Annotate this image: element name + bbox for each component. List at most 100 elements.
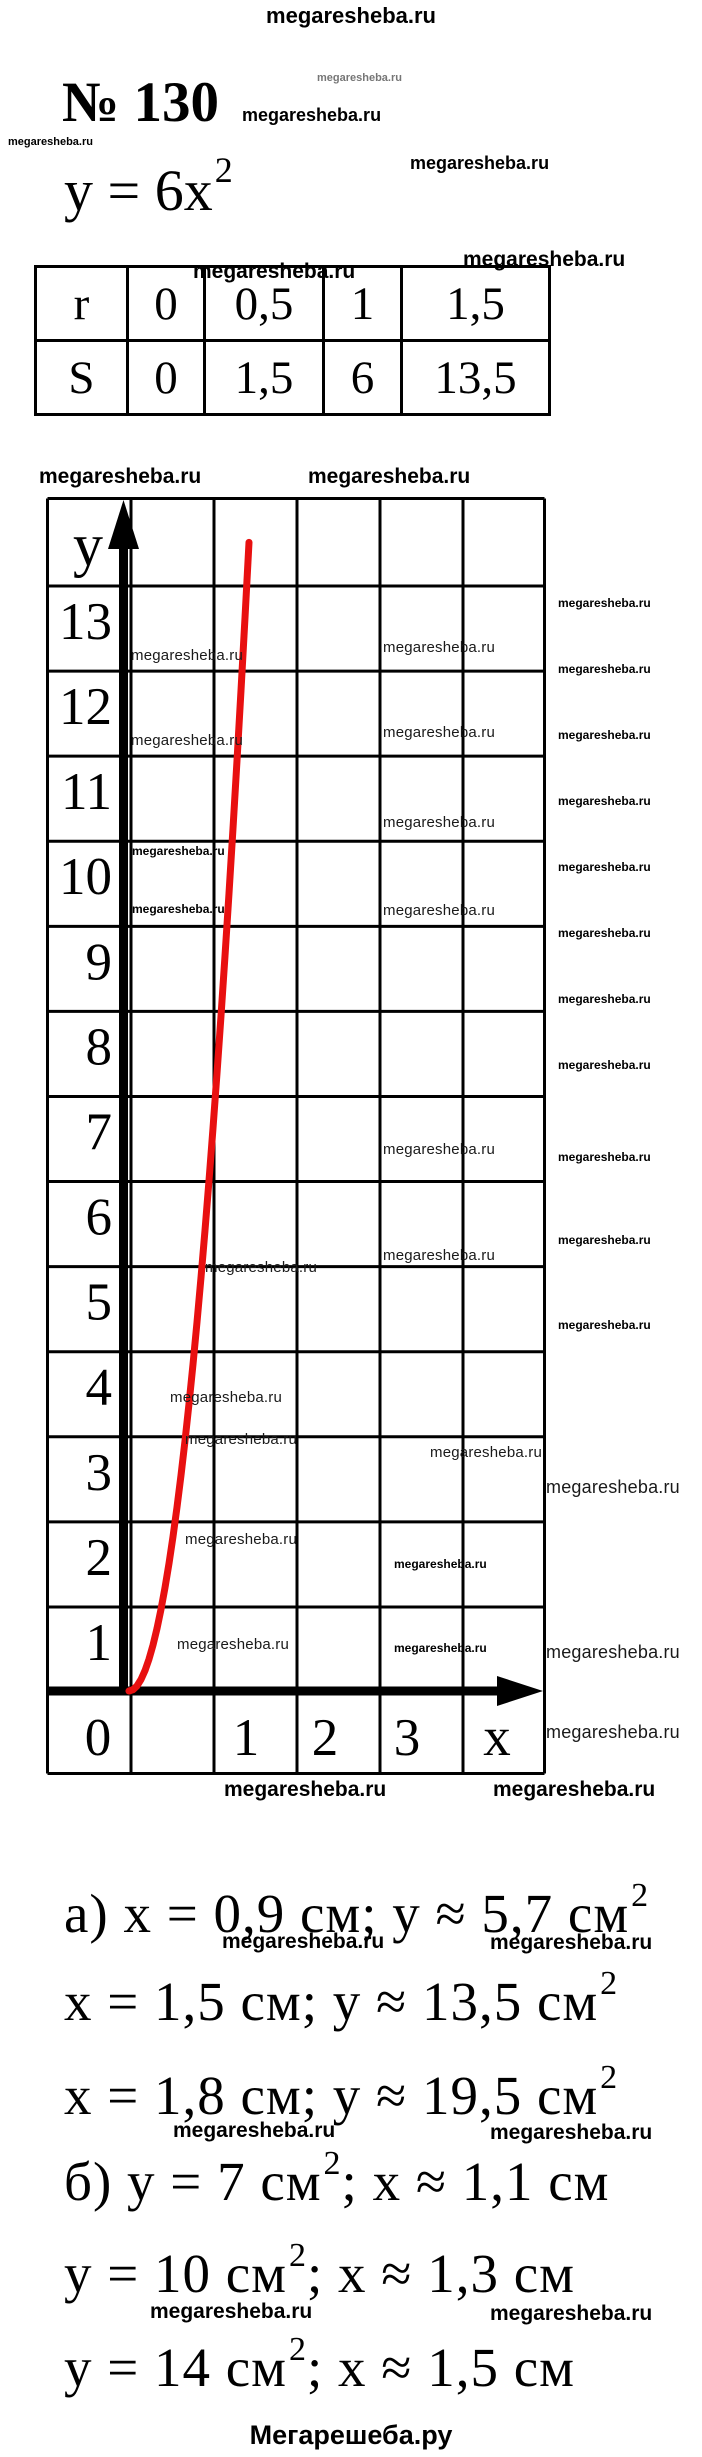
solution-line: б) y = 7 см2; x ≈ 1,1 см bbox=[64, 2145, 610, 2213]
formula: y = 6x2 bbox=[64, 152, 233, 220]
watermark: megaresheba.ru bbox=[222, 1930, 385, 1953]
watermark: megaresheba.ru bbox=[173, 2119, 336, 2142]
superscript: 2 bbox=[288, 2237, 307, 2274]
table-cell: S bbox=[34, 339, 129, 416]
watermark: megaresheba.ru bbox=[463, 248, 626, 271]
table-cell: 1,5 bbox=[203, 339, 325, 416]
watermark: megaresheba.ru bbox=[131, 732, 244, 749]
y-axis-arrow-icon bbox=[108, 500, 139, 549]
watermark: megaresheba.ru bbox=[546, 1722, 680, 1742]
solution-line: x = 1,5 см; y ≈ 13,5 см2 bbox=[64, 1965, 618, 2033]
x-tick-label: 1 bbox=[233, 1709, 260, 1767]
solution-text: x = 1,5 см; y ≈ 13,5 см bbox=[64, 1971, 599, 2032]
watermark: megaresheba.ru bbox=[170, 1389, 283, 1406]
table-row: S 0 1,5 6 13,5 bbox=[34, 339, 551, 416]
y-tick-label: 10 bbox=[59, 848, 112, 906]
site-header: megaresheba.ru bbox=[266, 3, 436, 28]
watermark: megaresheba.ru bbox=[394, 1557, 487, 1571]
table-cell: 0,5 bbox=[203, 265, 325, 342]
solution-text: ; x ≈ 1,3 см bbox=[306, 2243, 575, 2304]
watermark: megaresheba.ru bbox=[410, 153, 550, 173]
watermark: megaresheba.ru bbox=[383, 724, 496, 741]
watermark: megaresheba.ru bbox=[177, 1636, 290, 1653]
watermark: megaresheba.ru bbox=[193, 260, 356, 283]
watermark: megaresheba.ru bbox=[493, 1778, 656, 1801]
watermark: megaresheba.ru bbox=[132, 844, 225, 858]
watermark: megaresheba.ru bbox=[558, 860, 651, 874]
watermark: megaresheba.ru bbox=[150, 2300, 313, 2323]
watermark: megaresheba.ru bbox=[131, 647, 244, 664]
y-tick-label: 4 bbox=[86, 1359, 113, 1417]
x-tick-label: 0 bbox=[85, 1709, 112, 1767]
solution-line: y = 10 см2; x ≈ 1,3 см bbox=[64, 2237, 575, 2305]
watermark: megaresheba.ru bbox=[394, 1641, 487, 1655]
x-tick-label: 3 bbox=[394, 1709, 421, 1767]
solution-text: y = 14 см bbox=[64, 2337, 287, 2398]
watermark: megaresheba.ru bbox=[224, 1778, 387, 1801]
watermark: megaresheba.ru bbox=[558, 596, 651, 610]
superscript: 2 bbox=[631, 1877, 650, 1914]
solution-text: б) y = 7 см bbox=[64, 2151, 322, 2212]
table-cell: 1,5 bbox=[400, 265, 551, 342]
watermark: megaresheba.ru bbox=[205, 1259, 318, 1276]
watermark: megaresheba.ru bbox=[242, 105, 382, 125]
formula-exponent: 2 bbox=[214, 150, 233, 190]
solution-text: x = 1,8 см; y ≈ 19,5 см bbox=[64, 2065, 599, 2126]
watermark: megaresheba.ru bbox=[558, 728, 651, 742]
solution-text: а) x = 0,9 см; y ≈ 5,7 см bbox=[64, 1883, 630, 1944]
watermark: megaresheba.ru bbox=[546, 1477, 680, 1497]
parabola-curve bbox=[125, 538, 253, 1695]
watermark: megaresheba.ru bbox=[490, 2121, 653, 2144]
solution-line: x = 1,8 см; y ≈ 19,5 см2 bbox=[64, 2059, 618, 2127]
y-tick-label: 9 bbox=[86, 933, 113, 991]
table-cell: 13,5 bbox=[400, 339, 551, 416]
watermark: megaresheba.ru bbox=[558, 794, 651, 808]
watermark: megaresheba.ru bbox=[430, 1444, 543, 1461]
table-cell: 6 bbox=[322, 339, 403, 416]
x-axis-label: x bbox=[483, 1706, 511, 1767]
watermark: megaresheba.ru bbox=[383, 639, 496, 656]
x-axis-arrow-icon bbox=[497, 1676, 543, 1706]
watermark: megaresheba.ru bbox=[558, 1058, 651, 1072]
formula-base: y = 6x bbox=[64, 158, 213, 223]
watermark: megaresheba.ru bbox=[558, 1150, 651, 1164]
table-cell: 1 bbox=[322, 265, 403, 342]
y-tick-label: 1 bbox=[86, 1614, 113, 1672]
problem-number: № 130 bbox=[62, 71, 220, 134]
function-graph: 13 12 11 10 9 8 7 6 5 4 3 2 1 0 1 2 3 y x bbox=[46, 497, 546, 1782]
watermark: megaresheba.ru bbox=[558, 1233, 651, 1247]
y-tick-label: 8 bbox=[86, 1018, 113, 1076]
y-tick-label: 5 bbox=[86, 1274, 113, 1332]
watermark: megaresheba.ru bbox=[39, 465, 202, 488]
watermark: megaresheba.ru bbox=[558, 992, 651, 1006]
solution-line: y = 14 см2; x ≈ 1,5 см bbox=[64, 2331, 575, 2399]
table-cell: r bbox=[34, 265, 129, 342]
watermark: megaresheba.ru bbox=[490, 2302, 653, 2325]
y-tick-label: 11 bbox=[61, 763, 112, 821]
superscript: 2 bbox=[323, 2145, 342, 2182]
solution-text: ; x ≈ 1,1 см bbox=[341, 2151, 610, 2212]
y-tick-label: 12 bbox=[59, 678, 112, 736]
watermark: megaresheba.ru bbox=[383, 1247, 496, 1264]
watermark: megaresheba.ru bbox=[383, 814, 496, 831]
values-table: r 0 0,5 1 1,5 S 0 1,5 6 13,5 bbox=[34, 265, 551, 416]
x-tick-label: 2 bbox=[312, 1709, 339, 1767]
superscript: 2 bbox=[600, 1965, 619, 2002]
watermark: megaresheba.ru bbox=[490, 1931, 653, 1954]
y-axis-label: y bbox=[73, 512, 103, 578]
watermark: megaresheba.ru bbox=[558, 926, 651, 940]
site-footer: Мегарешеба.ру bbox=[249, 2420, 453, 2450]
superscript: 2 bbox=[600, 2059, 619, 2096]
solution-line: а) x = 0,9 см; y ≈ 5,7 см2 bbox=[64, 1877, 649, 1945]
y-tick-label: 7 bbox=[86, 1103, 113, 1161]
solution-text: y = 10 см bbox=[64, 2243, 287, 2304]
watermark: megaresheba.ru bbox=[558, 1318, 651, 1332]
table-cell: 0 bbox=[126, 339, 206, 416]
watermark: megaresheba.ru bbox=[132, 902, 225, 916]
y-tick-label: 13 bbox=[59, 593, 112, 651]
superscript: 2 bbox=[288, 2331, 307, 2368]
y-tick-label: 2 bbox=[86, 1529, 113, 1587]
y-tick-label: 6 bbox=[86, 1189, 113, 1247]
watermark: megaresheba.ru bbox=[558, 662, 651, 676]
